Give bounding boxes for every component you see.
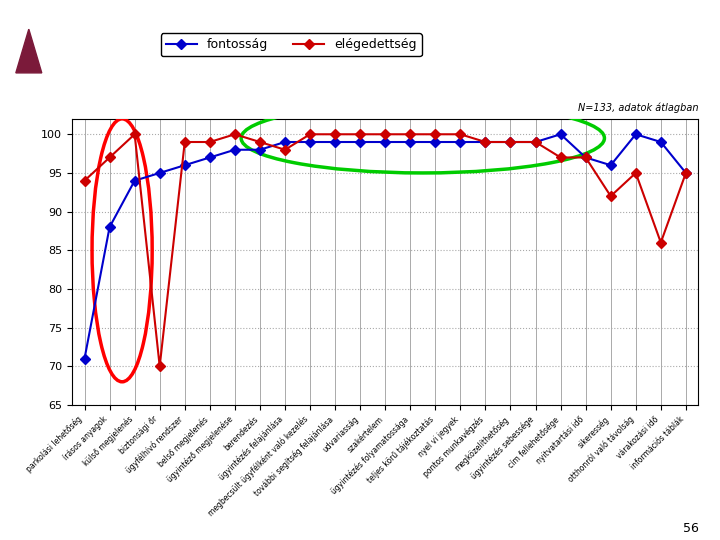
Text: 56: 56 bbox=[683, 522, 698, 535]
fontosság bbox=[356, 139, 364, 145]
elégedettség bbox=[80, 178, 89, 184]
elégedettség bbox=[456, 131, 464, 138]
fontosság bbox=[682, 170, 690, 176]
Text: ALLEE: ALLEE bbox=[72, 65, 124, 80]
fontosság bbox=[105, 224, 114, 231]
elégedettség bbox=[581, 154, 590, 161]
fontosság bbox=[506, 139, 515, 145]
elégedettség bbox=[657, 239, 665, 246]
Legend: fontosság, elégedettség: fontosság, elégedettség bbox=[161, 33, 422, 57]
elégedettség bbox=[406, 131, 415, 138]
fontosság bbox=[406, 139, 415, 145]
fontosság bbox=[431, 139, 440, 145]
fontosság bbox=[606, 162, 615, 168]
elégedettség bbox=[281, 146, 289, 153]
fontosság bbox=[381, 139, 390, 145]
elégedettség bbox=[330, 131, 339, 138]
elégedettség bbox=[105, 154, 114, 161]
elégedettség bbox=[631, 170, 640, 176]
elégedettség bbox=[256, 139, 264, 145]
Polygon shape bbox=[16, 29, 42, 73]
fontosság bbox=[130, 178, 139, 184]
fontosság bbox=[230, 146, 239, 153]
fontosság bbox=[256, 146, 264, 153]
fontosság bbox=[631, 131, 640, 138]
elégedettség bbox=[156, 363, 164, 369]
elégedettség bbox=[306, 131, 315, 138]
fontosság bbox=[557, 131, 565, 138]
fontosság bbox=[281, 139, 289, 145]
elégedettség bbox=[205, 139, 214, 145]
fontosság bbox=[156, 170, 164, 176]
fontosság bbox=[657, 139, 665, 145]
elégedettség bbox=[531, 139, 540, 145]
elégedettség bbox=[356, 131, 364, 138]
fontosság bbox=[531, 139, 540, 145]
elégedettség bbox=[557, 154, 565, 161]
fontosság bbox=[581, 154, 590, 161]
fontosság bbox=[306, 139, 315, 145]
elégedettség bbox=[181, 139, 189, 145]
elégedettség bbox=[506, 139, 515, 145]
elégedettség bbox=[230, 131, 239, 138]
Line: elégedettség: elégedettség bbox=[81, 131, 689, 370]
Text: N=133, adatok átlagban: N=133, adatok átlagban bbox=[578, 103, 698, 113]
fontosság bbox=[330, 139, 339, 145]
elégedettség bbox=[130, 131, 139, 138]
elégedettség bbox=[682, 170, 690, 176]
Line: fontosság: fontosság bbox=[81, 131, 689, 362]
elégedettség bbox=[431, 131, 440, 138]
Text: A SZEMPONTOK FONTOSSÁGA ÉS A VELÜK VALÓ ELÉGEDETTSÉG -: A SZEMPONTOK FONTOSSÁGA ÉS A VELÜK VALÓ … bbox=[72, 26, 634, 42]
elégedettség bbox=[381, 131, 390, 138]
elégedettség bbox=[606, 193, 615, 199]
fontosság bbox=[205, 154, 214, 161]
elégedettség bbox=[481, 139, 490, 145]
Polygon shape bbox=[11, 15, 47, 83]
fontosság bbox=[481, 139, 490, 145]
fontosság bbox=[181, 162, 189, 168]
fontosság bbox=[80, 355, 89, 362]
fontosság bbox=[456, 139, 464, 145]
